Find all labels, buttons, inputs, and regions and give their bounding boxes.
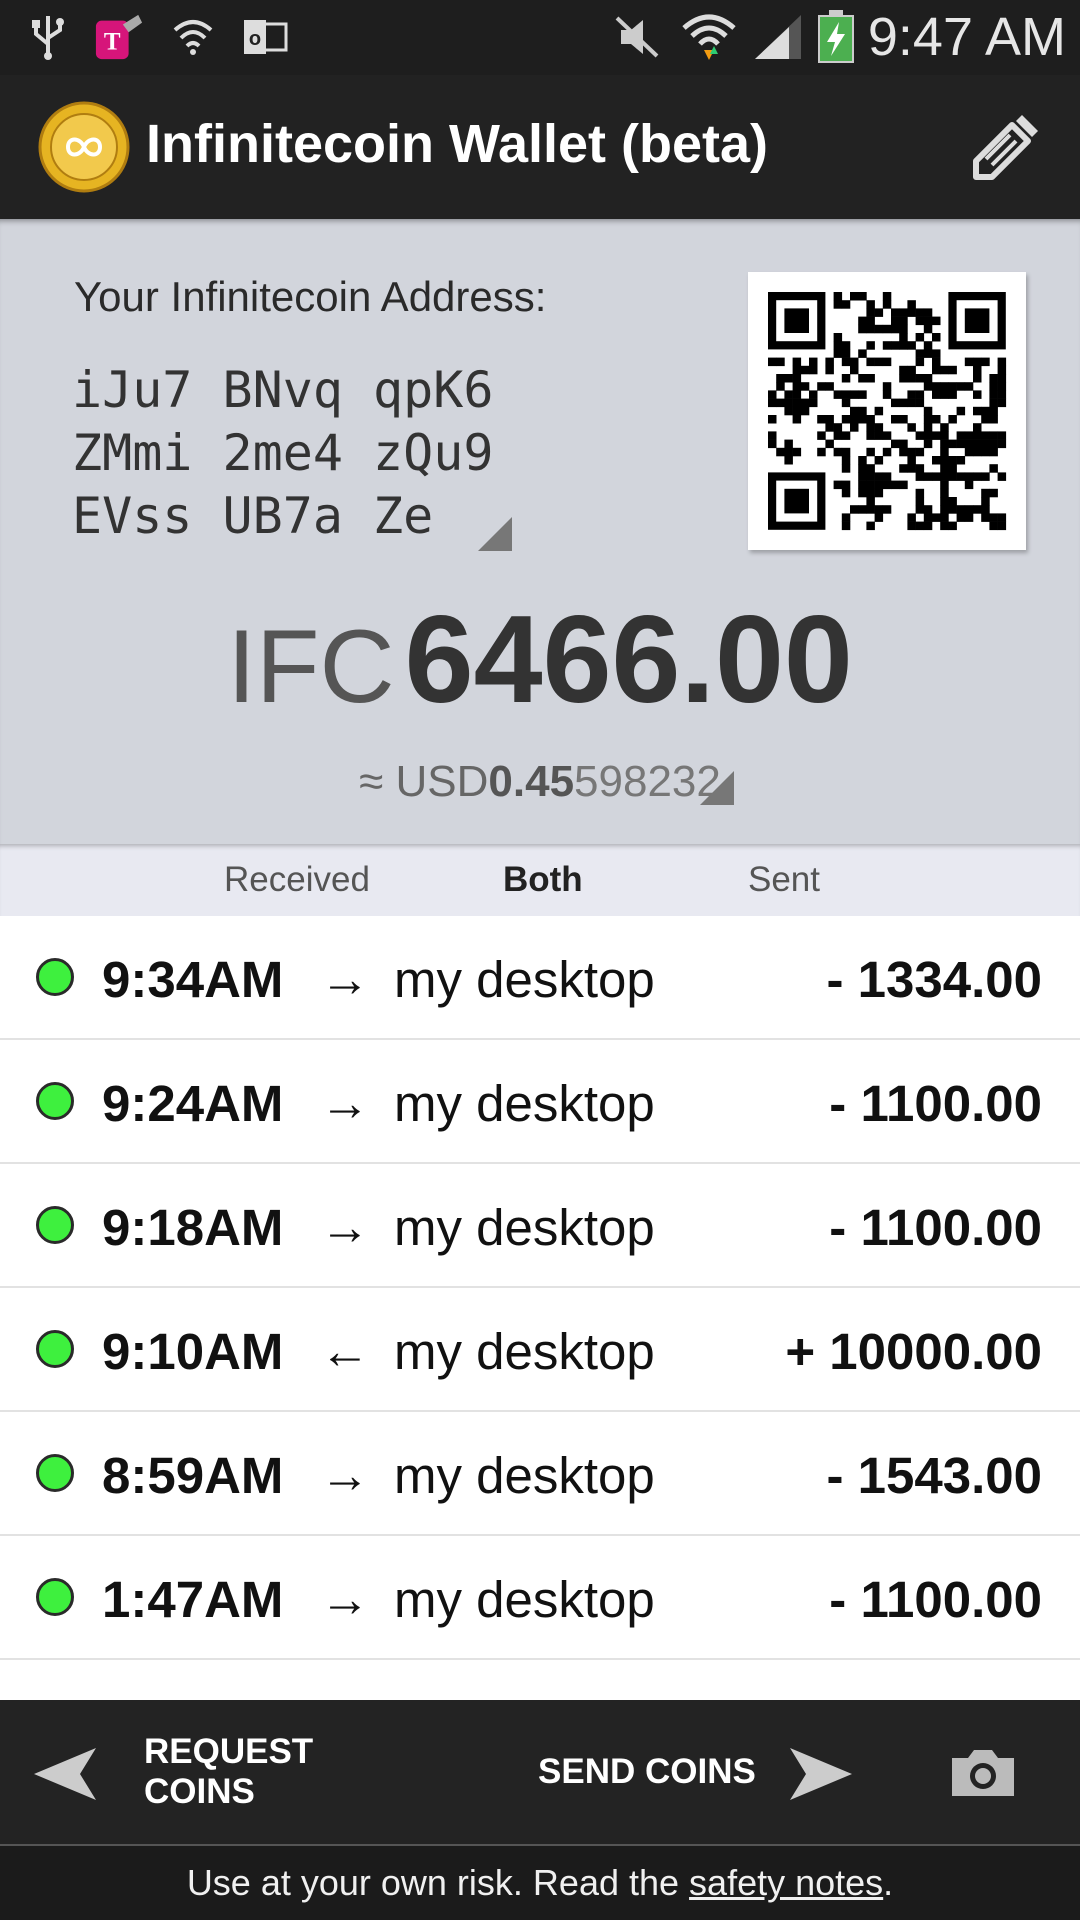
send-coins-label: SEND COINS xyxy=(538,1752,756,1791)
direction-arrow-icon: → xyxy=(320,1199,370,1255)
request-coins-label: REQUEST COINS xyxy=(144,1732,314,1811)
transaction-label: my desktop xyxy=(394,1199,655,1256)
transaction-label: my desktop xyxy=(394,1075,655,1132)
transaction-row[interactable]: 9:34AM → my desktop - 1334.00 xyxy=(0,916,1080,1040)
transaction-row[interactable]: 9:10AM ← my desktop + 10000.00 xyxy=(0,1288,1080,1412)
address-line: EVss UB7a Ze xyxy=(72,487,434,545)
confirmed-status-icon xyxy=(36,1330,74,1368)
app-title: Infinitecoin Wallet (beta) xyxy=(146,114,769,174)
send-arrow-icon xyxy=(786,1744,856,1813)
transaction-label: my desktop xyxy=(394,1447,655,1504)
address-qr-code[interactable] xyxy=(748,272,1026,550)
balance-amount: 6466.00 xyxy=(404,591,853,729)
direction-arrow-icon: → xyxy=(320,1571,370,1627)
tab-both[interactable]: Both xyxy=(503,860,583,899)
edit-label-icon[interactable] xyxy=(966,111,1040,185)
fiat-amount-strong: 0.45 xyxy=(488,757,575,806)
transaction-amount: - 1100.00 xyxy=(829,1199,1042,1256)
transaction-time: 1:47AM xyxy=(102,1571,284,1628)
usb-icon xyxy=(28,12,68,62)
transaction-label: my desktop xyxy=(394,1323,655,1380)
outlook-icon: o xyxy=(240,12,290,62)
confirmed-status-icon xyxy=(36,1578,74,1616)
footer-text: Use at your own risk. Read the xyxy=(186,1862,690,1903)
safety-notes-link[interactable]: safety notes xyxy=(689,1862,884,1903)
svg-text:T: T xyxy=(104,29,121,56)
wallet-address-panel: Your Infinitecoin Address: iJu7 BNvq qpK… xyxy=(0,219,1080,844)
tab-received[interactable]: Received xyxy=(224,860,370,899)
transaction-row[interactable]: 8:59AM → my desktop - 1543.00 xyxy=(0,1412,1080,1536)
confirmed-status-icon xyxy=(36,958,74,996)
confirmed-status-icon xyxy=(36,1454,74,1492)
svg-text:o: o xyxy=(249,28,261,50)
fiat-balance: ≈ USD0.45598232 xyxy=(0,757,1080,807)
transaction-time: 9:18AM xyxy=(102,1199,284,1256)
transaction-list[interactable]: 9:34AM → my desktop - 1334.00 9:24AM → m… xyxy=(0,916,1080,1700)
action-bar: Infinitecoin Wallet (beta) xyxy=(0,75,1080,219)
camera-icon[interactable] xyxy=(948,1746,1018,1805)
transaction-filter-tabs: Received Both Sent xyxy=(0,844,1080,916)
fiat-amount-rest: 598232 xyxy=(574,757,721,806)
transaction-row[interactable]: 9:24AM → my desktop - 1100.00 xyxy=(0,1040,1080,1164)
transaction-amount: - 1100.00 xyxy=(829,1075,1042,1132)
confirmed-status-icon xyxy=(36,1082,74,1120)
transaction-time: 9:34AM xyxy=(102,951,284,1008)
battery-charging-icon xyxy=(816,10,856,63)
transaction-amount: - 1100.00 xyxy=(829,1571,1042,1628)
tab-sent[interactable]: Sent xyxy=(748,860,820,899)
address-line: iJu7 BNvq qpK6 xyxy=(72,361,494,419)
mute-icon xyxy=(612,12,662,62)
fiat-approx: ≈ USD xyxy=(359,757,489,806)
transaction-time: 8:59AM xyxy=(102,1447,284,1504)
direction-arrow-icon: → xyxy=(320,951,370,1007)
confirmed-status-icon xyxy=(36,1206,74,1244)
transaction-label: my desktop xyxy=(394,951,655,1008)
transaction-amount: + 10000.00 xyxy=(785,1323,1042,1380)
transaction-amount: - 1543.00 xyxy=(826,1447,1042,1504)
address-line: ZMmi 2me4 zQu9 xyxy=(72,424,494,482)
status-time: 9:47 AM xyxy=(867,7,1066,67)
security-shield-icon xyxy=(168,12,218,62)
transaction-row[interactable]: 1:47AM → my desktop - 1100.00 xyxy=(0,1536,1080,1660)
direction-arrow-icon: → xyxy=(320,1075,370,1131)
transaction-row[interactable]: 9:18AM → my desktop - 1100.00 xyxy=(0,1164,1080,1288)
wifi-icon xyxy=(680,12,738,62)
transaction-row-partial[interactable] xyxy=(0,1660,1080,1700)
bottom-action-bar: REQUEST COINS SEND COINS xyxy=(0,1700,1080,1844)
infinitecoin-logo-icon xyxy=(38,101,130,193)
direction-arrow-icon: ← xyxy=(320,1323,370,1379)
direction-arrow-icon: → xyxy=(320,1447,370,1503)
transaction-amount: - 1334.00 xyxy=(826,951,1042,1008)
signal-icon xyxy=(752,12,804,62)
request-arrow-icon xyxy=(30,1744,100,1813)
balance-display: IFC6466.00 xyxy=(0,589,1080,731)
status-bar: T o 9:47 AM xyxy=(0,0,1080,75)
address-label: Your Infinitecoin Address: xyxy=(74,273,547,320)
footer-period: . xyxy=(883,1862,894,1903)
balance-currency: IFC xyxy=(227,609,395,725)
address-menu-corner-icon[interactable] xyxy=(478,517,512,551)
request-coins-button[interactable]: REQUEST COINS xyxy=(30,1700,430,1844)
tmobile-app-icon: T xyxy=(94,12,144,62)
wallet-address[interactable]: iJu7 BNvq qpK6 ZMmi 2me4 zQu9 EVss UB7a … xyxy=(72,359,493,548)
send-coins-button[interactable]: SEND COINS xyxy=(538,1700,858,1844)
transaction-time: 9:10AM xyxy=(102,1323,284,1380)
fiat-menu-corner-icon[interactable] xyxy=(700,771,734,805)
risk-warning-footer: Use at your own risk. Read the safety no… xyxy=(0,1844,1080,1920)
transaction-time: 9:24AM xyxy=(102,1075,284,1132)
transaction-label: my desktop xyxy=(394,1571,655,1628)
